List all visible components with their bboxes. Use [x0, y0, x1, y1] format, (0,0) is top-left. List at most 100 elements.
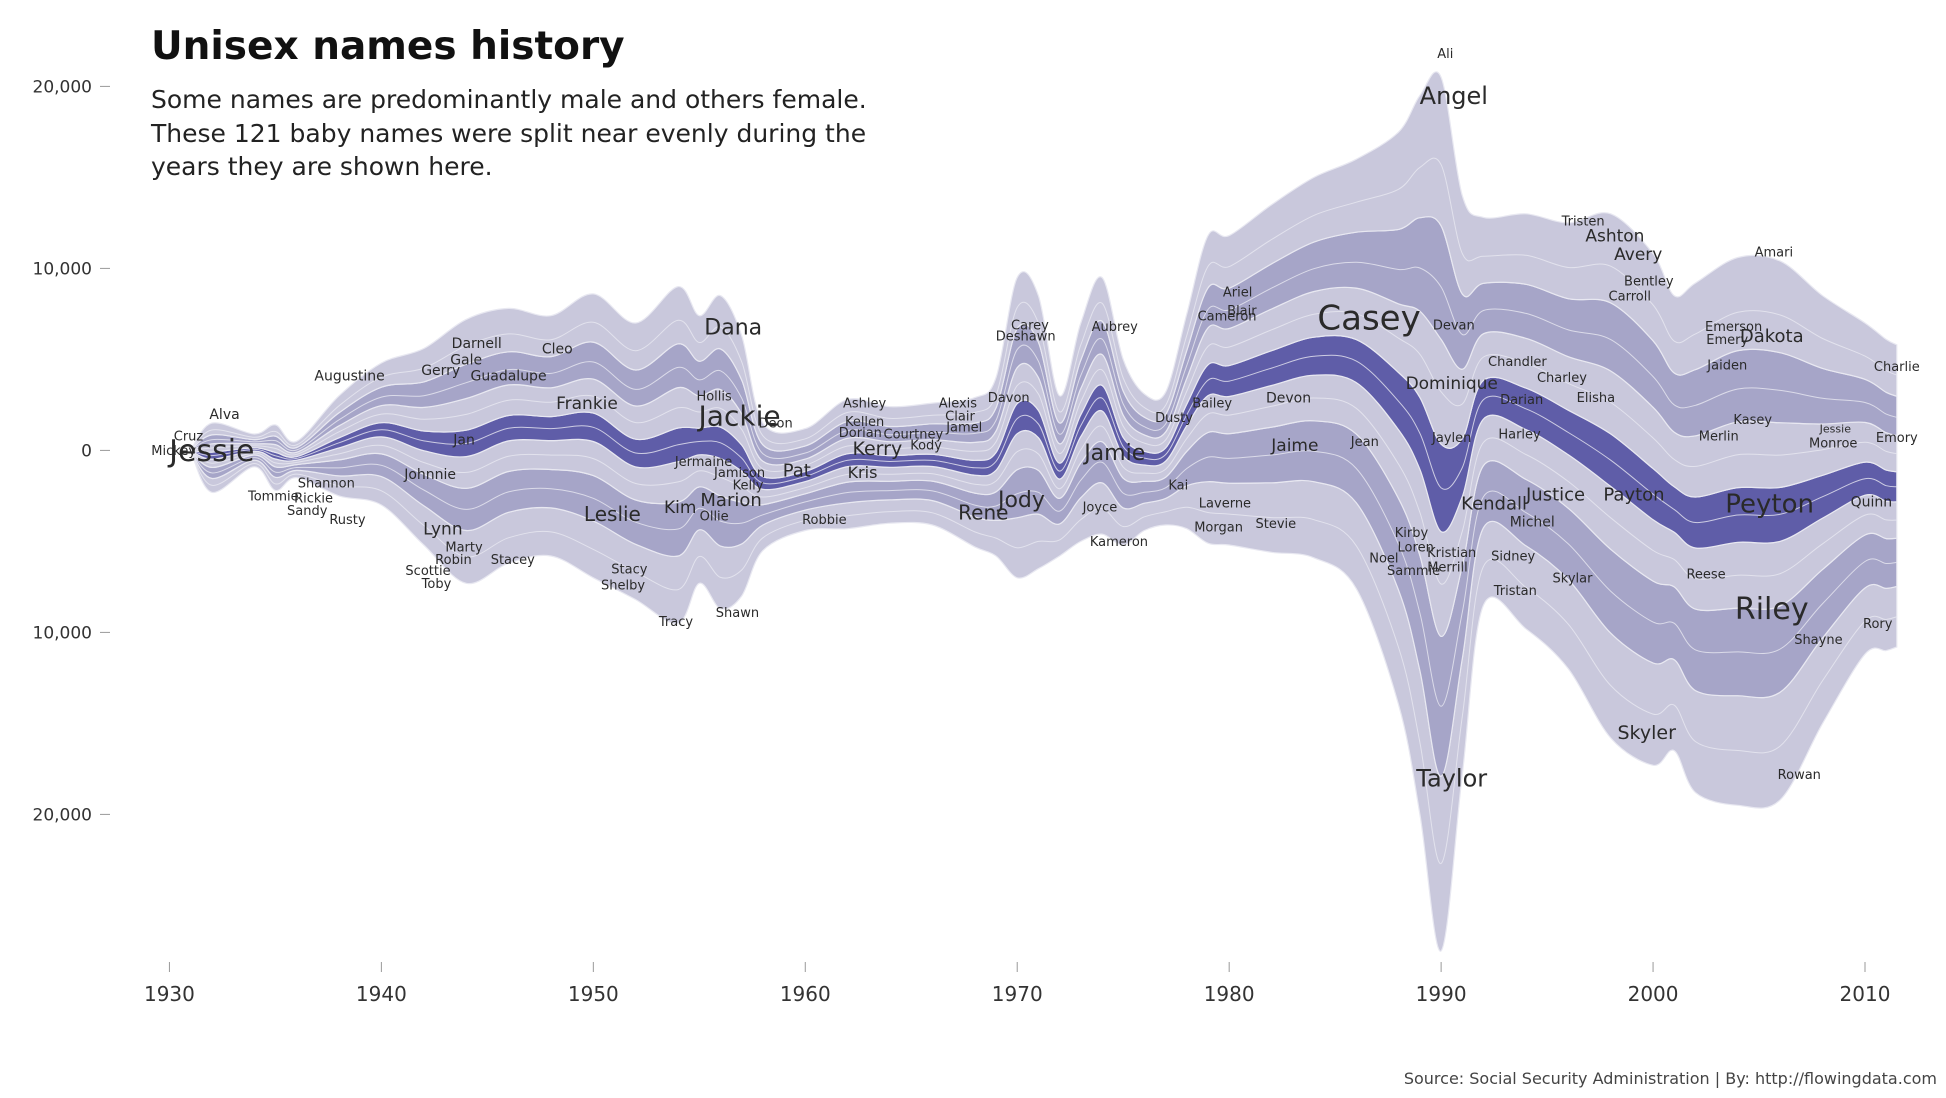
name-label: Rory	[1863, 617, 1893, 632]
name-label: Dominique	[1406, 374, 1498, 394]
stream-separator	[190, 450, 1897, 707]
name-label: Jaime	[1270, 436, 1318, 456]
stream-separator	[190, 354, 1897, 524]
name-label: Morgan	[1194, 520, 1243, 535]
name-label: Davon	[988, 391, 1030, 406]
name-label: Darian	[1500, 393, 1543, 408]
name-label: Shawn	[716, 606, 759, 621]
name-label: Laverne	[1199, 497, 1251, 512]
stream-separator	[190, 157, 1898, 451]
name-label: Robbie	[802, 513, 847, 528]
name-label: Kai	[1168, 479, 1188, 494]
name-label: Charlie	[1874, 360, 1920, 375]
name-label: Mickey	[151, 444, 196, 459]
name-label: Robin	[435, 553, 472, 568]
name-label: Chandler	[1488, 355, 1547, 370]
x-tick-label: 1970	[992, 982, 1043, 1006]
name-label: Gerry	[421, 363, 460, 379]
name-label: Stacey	[491, 553, 535, 568]
name-label: Devan	[1433, 318, 1475, 333]
name-label: Taylor	[1415, 764, 1487, 792]
name-label: Bailey	[1192, 397, 1232, 412]
name-label: Shannon	[298, 477, 355, 492]
name-label: Rickie	[294, 491, 333, 506]
name-label: Rowan	[1778, 768, 1821, 783]
name-label: Payton	[1603, 484, 1664, 505]
name-label: Charley	[1537, 371, 1587, 386]
name-label: Hollis	[696, 389, 732, 404]
name-label: Elisha	[1577, 391, 1615, 406]
name-label: Tristen	[1561, 215, 1605, 230]
stream-layer	[190, 71, 1898, 452]
name-label: Shayne	[1794, 633, 1842, 648]
x-tick-label: 1940	[356, 982, 407, 1006]
name-label: Carroll	[1609, 289, 1651, 304]
x-tick-label: 1960	[780, 982, 831, 1006]
name-label: Jessie	[167, 434, 254, 469]
name-label: Jaiden	[1706, 358, 1747, 373]
name-label: Shelby	[601, 579, 645, 594]
name-label: Kellen	[845, 415, 884, 430]
name-label: Leslie	[584, 502, 641, 526]
name-label: Kerry	[852, 438, 902, 460]
chart-title: Unisex names history	[151, 24, 625, 69]
name-label: Carey	[1011, 318, 1049, 333]
name-label: Marion	[700, 490, 761, 511]
x-tick-label: 1990	[1416, 982, 1467, 1006]
source-credit: Source: Social Security Administration |…	[1404, 1069, 1937, 1088]
name-label: Joyce	[1082, 500, 1118, 515]
name-label: Emery	[1706, 333, 1748, 348]
stream-separator	[190, 397, 1897, 585]
name-label: Skyler	[1617, 722, 1676, 744]
name-label: Blair	[1227, 304, 1257, 319]
name-label: Monroe	[1809, 437, 1857, 452]
name-label: Quinn	[1851, 494, 1893, 510]
name-label: Darnell	[452, 336, 502, 352]
name-label: Marty	[445, 540, 483, 555]
y-tick-label: 20,000	[33, 805, 92, 825]
name-label: Jessie	[1819, 422, 1852, 435]
stream-separator	[190, 261, 1897, 460]
name-label: Kim	[664, 498, 696, 518]
name-label: Johnnie	[403, 467, 456, 483]
name-label: Emory	[1876, 431, 1918, 446]
name-label: Jamie	[1082, 441, 1145, 466]
name-label: Jackie	[697, 400, 781, 433]
name-label: Sidney	[1491, 550, 1535, 565]
x-tick-label: 2010	[1840, 982, 1891, 1006]
name-label: Augustine	[314, 369, 384, 385]
x-tick-label: 1950	[568, 982, 619, 1006]
name-label: Toby	[421, 577, 452, 592]
name-label: Tommie	[247, 489, 299, 504]
name-label: Kendall	[1461, 493, 1527, 514]
name-label: Jamison	[713, 466, 765, 481]
name-label: Ollie	[700, 509, 729, 524]
name-label: Jermaine	[674, 455, 732, 470]
name-label: Cameron	[1198, 309, 1257, 324]
name-label: Alva	[209, 407, 239, 423]
name-label: Peyton	[1725, 489, 1814, 519]
name-label: Cruz	[174, 429, 204, 444]
name-label: Alexis	[939, 397, 978, 412]
name-label: Sandy	[287, 504, 328, 519]
name-label: Tristan	[1493, 584, 1537, 599]
name-label: Kody	[910, 438, 942, 453]
name-label: Rene	[958, 500, 1008, 524]
x-tick-label: 2000	[1628, 982, 1679, 1006]
x-tick-label: 1980	[1204, 982, 1255, 1006]
name-label: Michel	[1510, 514, 1555, 530]
name-label: Guadalupe	[471, 369, 547, 385]
name-label: Dorian	[839, 426, 882, 441]
name-label: Aubrey	[1092, 320, 1138, 335]
subtitle-line-3: years they are shown here.	[151, 152, 493, 181]
name-label: Reese	[1686, 568, 1725, 583]
y-tick-label: 20,000	[33, 77, 92, 97]
name-label: Dana	[704, 315, 762, 340]
stream-layers	[190, 71, 1898, 952]
stream-separator	[190, 450, 1897, 865]
name-label: Merrill	[1427, 560, 1468, 575]
y-axis: 20,000 10,000 0 10,000 20,000	[33, 77, 110, 825]
name-label: Emerson	[1705, 320, 1762, 335]
name-label: Justice	[1525, 484, 1585, 505]
